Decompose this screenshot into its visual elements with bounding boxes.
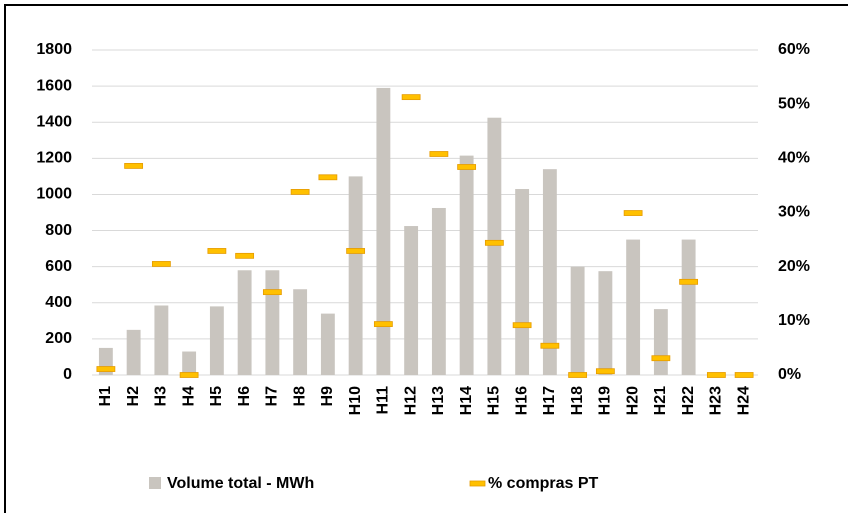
x-tick-label: H5 (208, 386, 225, 407)
y-tick-label: 400 (45, 294, 72, 311)
x-tick-label: H10 (347, 386, 364, 415)
y2-tick-label: 50% (778, 95, 810, 112)
x-tick-label: H4 (180, 386, 197, 407)
bar (182, 351, 197, 375)
y2-tick-label: 20% (778, 258, 810, 275)
dash-marker (235, 252, 255, 259)
y2-tick-label: 10% (778, 312, 810, 329)
bar (237, 270, 252, 375)
bar (376, 87, 391, 376)
dash-marker (651, 355, 671, 362)
bar (598, 271, 613, 375)
y-tick-label: 1600 (36, 77, 72, 94)
dash-marker (401, 94, 421, 101)
dash-marker (512, 322, 532, 329)
dash-marker (290, 189, 310, 195)
x-tick-label: H3 (153, 386, 170, 407)
dash-marker (96, 366, 116, 372)
dash-marker (429, 151, 449, 157)
dash-marker (179, 372, 199, 378)
dash-marker (124, 163, 144, 169)
x-tick-label: H12 (402, 386, 419, 415)
bar (653, 309, 668, 375)
x-tick-label: H20 (624, 386, 641, 415)
bar (154, 305, 169, 375)
dash-marker (679, 278, 699, 285)
x-tick-label: H15 (486, 386, 503, 415)
dash-marker (457, 164, 477, 170)
y-tick-label: 0 (63, 366, 72, 383)
bar (681, 239, 696, 375)
bar (293, 289, 308, 375)
legend-label: % compras PT (488, 475, 598, 492)
x-tick-label: H13 (430, 386, 447, 415)
dash-marker (151, 261, 171, 267)
x-tick-label: H24 (735, 386, 752, 415)
x-tick-label: H9 (319, 386, 336, 407)
y2-tick-label: 60% (778, 41, 810, 58)
x-tick-label: H1 (97, 386, 114, 407)
x-tick-label: H14 (458, 386, 475, 415)
dash-marker (207, 248, 227, 254)
dash-marker (706, 372, 726, 378)
x-tick-label: H6 (236, 386, 253, 407)
bar (459, 155, 474, 375)
legend-label: Volume total - MWh (167, 475, 314, 492)
legend-swatch (469, 480, 486, 487)
bar (348, 176, 363, 375)
x-tick-label: H17 (541, 386, 558, 415)
dash-marker (318, 174, 338, 181)
bar (404, 226, 419, 375)
dash-marker (623, 210, 643, 216)
y2-tick-label: 40% (778, 150, 810, 167)
y-tick-label: 1400 (36, 113, 72, 130)
y2-tick-label: 0% (778, 366, 801, 383)
y-tick-label: 800 (45, 222, 72, 239)
bar (626, 239, 641, 375)
bar (431, 207, 446, 375)
bar (320, 313, 335, 375)
bar (542, 169, 557, 375)
y2-tick-label: 30% (778, 204, 810, 221)
bar (265, 270, 280, 375)
bar (209, 306, 224, 375)
bar (487, 117, 502, 375)
x-tick-label: H7 (264, 386, 281, 407)
dash-marker (373, 321, 393, 327)
y-tick-label: 600 (45, 258, 72, 275)
dash-marker (346, 248, 366, 254)
bar (515, 189, 530, 375)
x-tick-label: H21 (652, 386, 669, 415)
bar (570, 266, 585, 375)
dash-marker (262, 289, 282, 296)
chart-border (4, 4, 848, 513)
y-tick-label: 1800 (36, 41, 72, 58)
x-tick-label: H16 (513, 386, 530, 415)
y-tick-label: 1000 (36, 186, 72, 203)
bar (126, 329, 141, 375)
x-tick-label: H11 (375, 386, 392, 415)
dash-marker (568, 372, 588, 378)
x-tick-label: H2 (125, 386, 142, 407)
x-tick-label: H8 (291, 386, 308, 407)
dash-marker (540, 342, 560, 349)
legend-swatch (149, 477, 161, 489)
y-tick-label: 1200 (36, 150, 72, 167)
y-tick-label: 200 (45, 330, 72, 347)
dash-marker (595, 368, 615, 375)
dash-marker (484, 239, 504, 246)
x-tick-label: H22 (680, 386, 697, 415)
x-tick-label: H23 (708, 386, 725, 415)
x-tick-label: H18 (569, 386, 586, 415)
dash-marker (734, 372, 754, 378)
x-tick-label: H19 (597, 386, 614, 415)
